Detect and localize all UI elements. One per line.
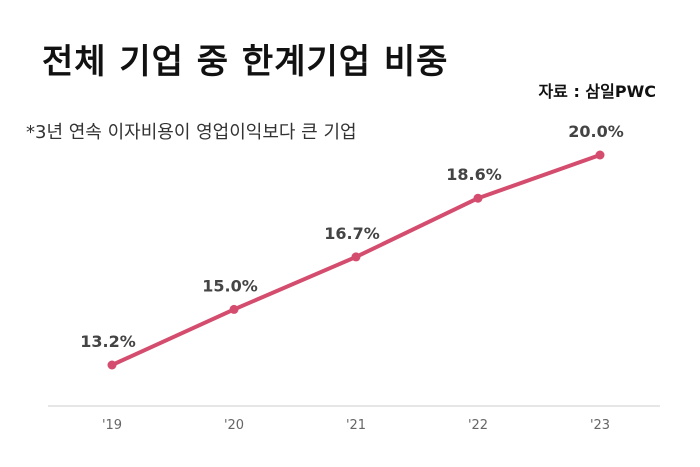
data-point [107, 360, 117, 370]
source-note: 자료 : 삼일PWC [538, 82, 656, 101]
x-tick-label: '21 [346, 418, 366, 433]
x-tick-label: '23 [590, 418, 610, 433]
data-point [351, 252, 361, 262]
data-label: 20.0% [568, 122, 624, 141]
data-point [473, 193, 483, 203]
data-point [229, 304, 239, 314]
x-tick-label: '20 [224, 418, 244, 433]
data-label: 16.7% [324, 224, 380, 243]
chart-title: 전체 기업 중 한계기업 비중 [42, 42, 449, 82]
data-label: 15.0% [202, 276, 258, 295]
data-point [595, 150, 605, 160]
data-label: 13.2% [80, 332, 136, 351]
chart-subtitle: *3년 연속 이자비용이 영업이익보다 큰 기업 [26, 122, 357, 143]
x-tick-label: '22 [468, 418, 488, 433]
data-label: 18.6% [446, 165, 502, 184]
x-tick-label: '19 [102, 418, 122, 433]
